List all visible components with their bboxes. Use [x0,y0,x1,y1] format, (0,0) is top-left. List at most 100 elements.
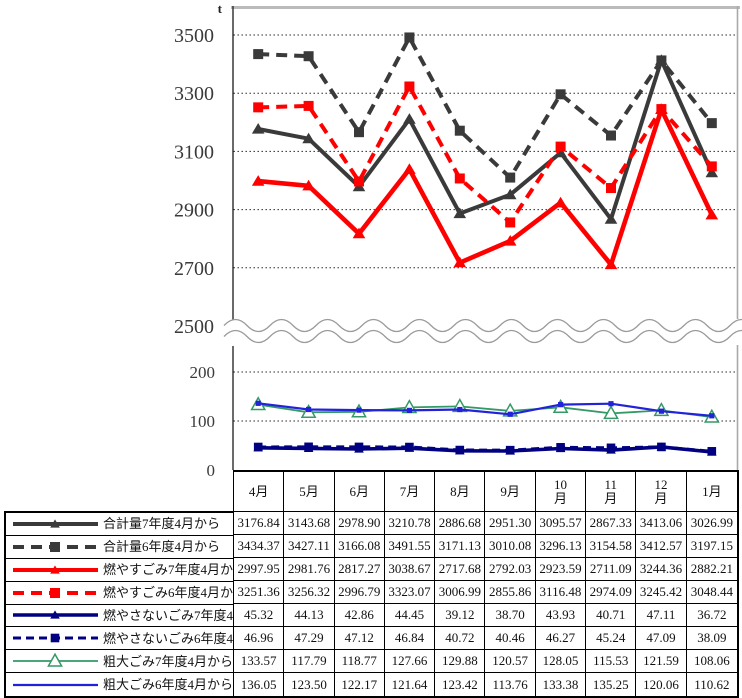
value-cell: 38.09 [686,627,737,650]
value-cell: 3176.84 [234,512,285,535]
month-header-cell: 9月 [485,472,536,512]
value-cell: 44.45 [384,604,436,627]
value-cell: 3244.36 [636,558,687,581]
value-cell: 47.12 [334,627,385,650]
value-cell: 2855.86 [485,581,536,604]
value-cell: 2711.09 [586,558,637,581]
value-cell: 133.57 [234,650,285,673]
axis-break-band [224,319,742,343]
value-cell: 3434.37 [234,535,285,558]
value-cell: 3048.44 [686,581,737,604]
upper-tick-label: 2700 [174,258,214,280]
legend-line-sample [13,587,98,598]
value-cell: 3095.57 [535,512,587,535]
value-cell: 121.64 [384,673,436,696]
value-cell: 44.13 [284,604,335,627]
value-cell: 46.96 [234,627,285,650]
value-cell: 121.59 [636,650,687,673]
legend-table: 合計量7年度4月から 合計量6年度4月から 燃やすごみ7年度4月から 燃やすごみ6年度… [4,511,233,698]
value-cell: 3143.68 [284,512,335,535]
axis-break-wave-top [223,318,742,333]
value-cell: 2867.33 [586,512,637,535]
value-cell: 2882.21 [686,558,737,581]
lower-tick-label: 0 [207,461,216,480]
legend-item: 粗大ごみ7年度4月から [6,650,233,674]
upper-tick-label: 3500 [174,25,214,47]
value-cell: 2817.27 [334,558,385,581]
month-header-cell: 12 月 [636,472,687,512]
value-cell: 129.88 [435,650,486,673]
value-cell: 110.62 [686,673,737,696]
legend-item: 合計量6年度4月から [6,535,233,559]
legend-label: 粗大ごみ6年度4月から [103,677,233,693]
legend-label: 燃やさないごみ7年度4月から [103,607,233,623]
legend-label: 燃やさないごみ6年度4月から [103,630,233,646]
legend-label: 粗大ごみ7年度4月から [103,653,233,669]
value-cell: 117.79 [284,650,335,673]
legend-label: 合計量7年度4月から [103,516,221,532]
value-cell: 2717.68 [435,558,486,581]
value-cell: 46.27 [535,627,587,650]
value-cell: 2981.76 [284,558,335,581]
axis-break-wave-bottom [223,329,742,344]
value-cell: 2923.59 [535,558,587,581]
value-cell: 3154.58 [586,535,637,558]
value-cell: 3197.15 [686,535,737,558]
value-cell: 2974.09 [586,581,637,604]
y-axis-unit-label: t [217,1,222,16]
value-cell: 133.38 [535,673,587,696]
legend-label: 燃やすごみ7年度4月から [103,562,233,578]
legend-item: 燃やさないごみ7年度4月から [6,604,233,628]
legend-line-sample [13,683,98,686]
series-5 [253,442,717,456]
value-cell: 136.05 [234,673,285,696]
value-cell: 46.84 [384,627,436,650]
value-cell: 2792.03 [485,558,536,581]
value-cell: 47.09 [636,627,687,650]
lower-tick-label: 200 [190,363,216,382]
value-cell: 43.93 [535,604,587,627]
value-cell: 40.71 [586,604,637,627]
value-cell: 38.70 [485,604,536,627]
value-cell: 115.53 [586,650,637,673]
value-cell: 127.66 [384,650,436,673]
legend-item: 粗大ごみ6年度4月から [6,673,233,696]
value-cell: 36.72 [686,604,737,627]
series-0 [251,54,719,224]
value-cell: 42.86 [334,604,385,627]
value-cell: 2978.90 [334,512,385,535]
value-cell: 47.29 [284,627,335,650]
legend-line-sample [13,610,98,620]
upper-tick-label: 2900 [174,200,214,222]
value-cell: 113.76 [485,673,536,696]
upper-tick-label: 3100 [174,141,214,163]
legend-line-sample [13,634,98,643]
month-header-cell: 10 月 [535,472,587,512]
legend-item: 合計量7年度4月から [6,513,233,536]
month-header-cell: 6月 [334,472,385,512]
upper-tick-label: 3300 [174,83,214,105]
legend-label: 燃やすごみ6年度4月から [103,585,233,601]
value-cell: 123.42 [435,673,486,696]
value-cell: 45.32 [234,604,285,627]
value-cell: 3245.42 [636,581,687,604]
series-3 [253,81,717,228]
value-cell: 40.72 [435,627,486,650]
value-cell: 3010.08 [485,535,536,558]
value-cell: 123.50 [284,673,335,696]
value-cell: 3251.36 [234,581,285,604]
value-cell: 3427.11 [284,535,335,558]
legend-line-sample [13,541,98,552]
month-header-cell: 1月 [686,472,737,512]
month-header-cell: 4月 [234,472,285,512]
legend-line-sample [13,519,98,528]
month-header-cell: 5月 [284,472,335,512]
value-cell: 120.06 [636,673,687,696]
value-cell: 3210.78 [384,512,436,535]
value-cell: 2997.95 [234,558,285,581]
series-1 [253,32,717,183]
value-cell: 3038.67 [384,558,436,581]
value-cell: 3413.06 [636,512,687,535]
legend-label: 合計量6年度4月から [103,539,221,555]
value-cell: 135.25 [586,673,637,696]
